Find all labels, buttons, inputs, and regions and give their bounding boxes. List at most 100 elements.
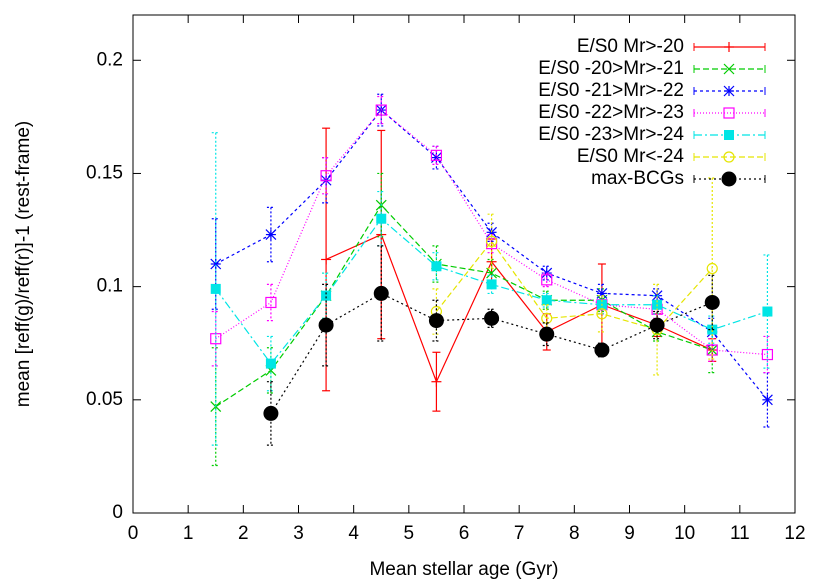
marker	[486, 279, 497, 290]
marker-shape	[762, 306, 773, 317]
x-tick-label: 3	[293, 523, 304, 544]
marker-shape	[723, 151, 735, 163]
marker	[704, 294, 720, 310]
marker-shape	[265, 358, 276, 369]
marker	[723, 63, 735, 75]
marker-shape	[721, 171, 737, 187]
x-tick-label: 6	[459, 523, 470, 544]
legend-label: max-BCGs	[591, 168, 684, 189]
marker	[721, 171, 737, 187]
marker-shape	[373, 285, 389, 301]
series-line	[215, 204, 713, 408]
marker-stroke	[723, 85, 735, 97]
marker-shape	[428, 313, 444, 329]
marker-stroke	[210, 258, 222, 270]
marker-shape	[596, 308, 608, 320]
marker	[430, 149, 443, 161]
marker	[265, 296, 277, 309]
marker	[210, 258, 222, 270]
error-bar	[708, 274, 717, 331]
marker	[723, 107, 735, 119]
marker-shape	[594, 342, 610, 358]
y-axis-label: mean [reff(g)/reff(r)]-1 (rest-frame)	[13, 121, 34, 407]
marker	[541, 295, 552, 306]
y-tick-label: 0	[112, 502, 123, 523]
x-tick-label: 10	[674, 523, 695, 544]
marker	[724, 42, 734, 52]
marker-shape	[375, 104, 387, 116]
marker	[649, 317, 665, 333]
legend-label: E/S0 -23>Mr>-24	[538, 124, 684, 145]
error-bar	[708, 177, 717, 360]
x-tick-label: 11	[730, 523, 750, 544]
marker	[724, 130, 734, 140]
marker-stroke	[486, 267, 498, 279]
marker-shape	[706, 262, 718, 275]
marker	[723, 85, 735, 97]
error-bar	[542, 292, 551, 308]
marker-shape	[486, 279, 497, 290]
marker	[486, 267, 498, 279]
marker-stroke	[486, 226, 498, 238]
marker-shape	[649, 317, 665, 333]
error-bar	[377, 95, 386, 125]
marker	[321, 254, 332, 265]
marker	[263, 405, 279, 421]
marker-shape	[430, 149, 443, 161]
error-bar	[266, 283, 275, 322]
marker-stroke	[761, 394, 773, 406]
marker-stroke	[265, 229, 277, 240]
error-bar	[432, 145, 441, 165]
marker	[430, 152, 442, 164]
marker-shape	[704, 294, 720, 310]
plot-frame	[132, 14, 796, 514]
legend-label: E/S0 -21>Mr>-22	[538, 80, 684, 101]
y-tick-label: 0.1	[97, 276, 123, 297]
marker-shape	[318, 317, 334, 333]
marker	[265, 229, 277, 240]
marker-shape	[320, 170, 332, 182]
series-line	[435, 240, 713, 331]
x-tick-label: 7	[514, 523, 525, 544]
series-line	[215, 109, 768, 401]
marker	[373, 285, 389, 301]
error-bar	[432, 245, 441, 283]
legend-label: E/S0 Mr<-24	[577, 146, 685, 167]
marker-stroke	[723, 63, 735, 75]
marker-shape	[724, 130, 734, 140]
x-tick-label: 0	[128, 523, 139, 544]
marker	[265, 358, 276, 369]
marker	[318, 317, 334, 333]
x-tick-label: 5	[404, 523, 415, 544]
error-bar	[266, 206, 275, 263]
marker	[484, 310, 500, 326]
series-line	[325, 233, 713, 384]
x-tick-label: 2	[238, 523, 249, 544]
marker	[431, 261, 442, 272]
marker	[376, 213, 387, 224]
x-tick-label: 12	[784, 523, 805, 544]
marker-shape	[210, 283, 221, 294]
marker-shape	[485, 235, 498, 247]
marker-shape	[541, 295, 552, 306]
marker	[375, 104, 387, 116]
y-tick-label: 0.2	[97, 49, 123, 70]
y-tick-label: 0.05	[86, 389, 123, 410]
marker	[485, 235, 498, 247]
marker	[762, 306, 773, 317]
marker-shape	[431, 261, 442, 272]
legend-label: E/S0 -20>Mr>-21	[538, 58, 684, 79]
marker	[594, 342, 610, 358]
marker	[428, 313, 444, 329]
marker-shape	[541, 274, 553, 286]
marker	[210, 283, 221, 294]
marker	[431, 376, 442, 387]
error-bar	[542, 322, 551, 347]
error-bar	[377, 93, 386, 127]
x-axis-label: Mean stellar age (Gyr)	[369, 559, 558, 580]
x-tick-label: 8	[569, 523, 580, 544]
marker	[539, 326, 555, 342]
marker-shape	[265, 296, 277, 309]
